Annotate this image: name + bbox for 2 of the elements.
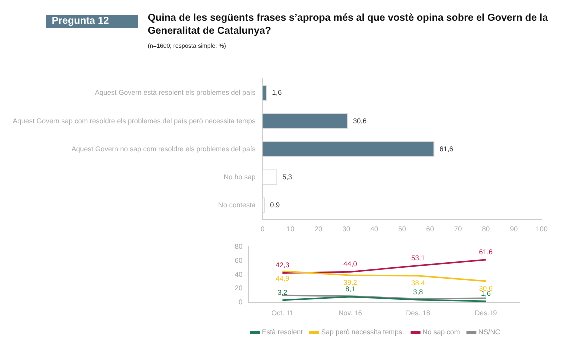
chart-title: Quina de les següents frases s’apropa més al que vostè opina sobre el Govern de la Generalitat de Catalunya?	[148, 12, 550, 38]
text: Pregunta 12	[46, 15, 138, 28]
